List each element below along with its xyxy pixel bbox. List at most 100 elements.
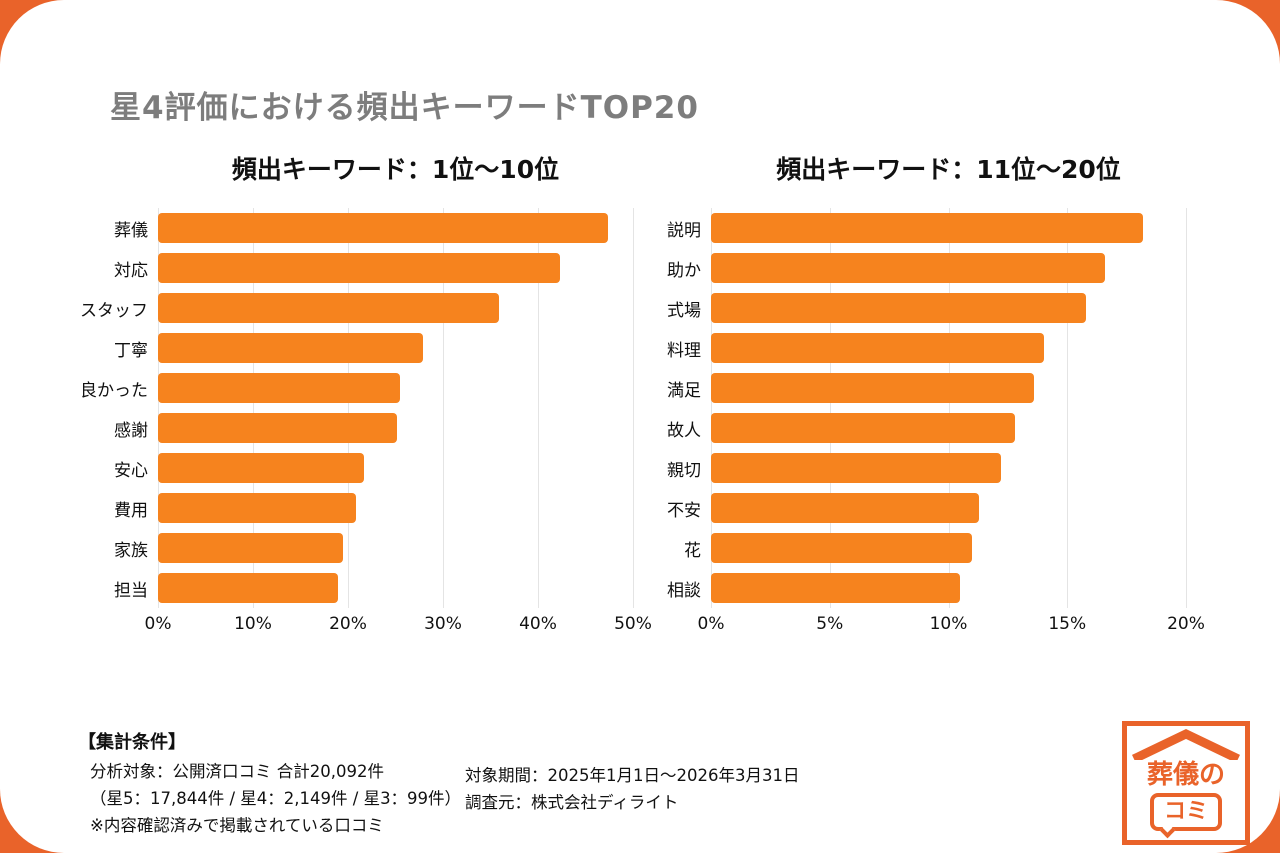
chart-row: スタッフ: [65, 288, 633, 328]
bar-track: [711, 453, 1186, 483]
category-label: 家族: [114, 540, 148, 561]
axis-tick-label: 30%: [424, 614, 462, 634]
category-label: 花: [684, 540, 701, 561]
category-label: 料理: [667, 340, 701, 361]
gridline: [1186, 208, 1187, 608]
chart-row: 安心: [65, 448, 633, 488]
bar: [158, 253, 560, 283]
category-label: 故人: [667, 420, 701, 441]
gridlines: [158, 208, 634, 608]
bar: [158, 293, 500, 323]
axis-tick-label: 10%: [234, 614, 272, 634]
x-axis: 0% 5% 10% 15% 20%: [698, 614, 1205, 640]
chart-title-top20: 頻出キーワード：11位〜20位: [776, 155, 1121, 184]
bar-track: [158, 213, 633, 243]
x-axis: 0% 10% 20% 30% 40% 50%: [145, 614, 652, 640]
bar-track: [158, 453, 633, 483]
star-breakdown-line: （星5：17,844件 / 星4：2,149件 / 星3：99件）: [90, 789, 462, 808]
bar-track: [711, 493, 1186, 523]
speech-bubble-icon: コミ: [1149, 793, 1222, 839]
bar: [711, 493, 980, 523]
bar-track: [158, 293, 633, 323]
bubble-tail-icon: [1159, 822, 1176, 839]
gridline: [1067, 208, 1069, 608]
category-label: スタッフ: [80, 300, 148, 321]
roof-icon: [1132, 729, 1240, 760]
chart-row: 対応: [65, 248, 633, 288]
axis-tick-label: 20%: [1167, 614, 1205, 634]
chart-row: 費用: [65, 488, 633, 528]
bar-track: [158, 333, 633, 363]
bar-track: [158, 573, 633, 603]
chart-row: 丁寧: [65, 328, 633, 368]
category-label: 対応: [114, 260, 148, 281]
gridline: [948, 208, 950, 608]
period-line: 対象期間：2025年1月1日〜2026年3月31日: [465, 766, 800, 785]
bar: [158, 573, 338, 603]
axis-tick-label: 50%: [614, 614, 652, 634]
bar: [711, 213, 1144, 243]
chart-row: 満足: [618, 368, 1186, 408]
gridline: [253, 208, 254, 608]
category-label: 説明: [667, 220, 701, 241]
bar: [158, 333, 424, 363]
chart-row: 故人: [618, 408, 1186, 448]
gridline: [158, 208, 159, 608]
bar-track: [158, 373, 633, 403]
logo-bubble-text: コミ: [1163, 799, 1208, 824]
conditions-left-column: 分析対象：公開済口コミ 合計20,092件 （星5：17,844件 / 星4：2…: [90, 758, 461, 839]
chart-row: 担当: [65, 568, 633, 608]
chart-top20: 頻出キーワード：11位〜20位 説明 助か 式場 料理 満足 故人 親切 不安花相談 0% 5%…: [618, 150, 1205, 640]
axis-tick-label: 0%: [144, 614, 172, 634]
bar: [158, 453, 365, 483]
chart-row: 家族: [65, 528, 633, 568]
bar: [158, 373, 401, 403]
bar: [711, 453, 1001, 483]
bar: [158, 413, 398, 443]
bar: [711, 253, 1106, 283]
bar-track: [158, 533, 633, 563]
chart-row: 料理: [618, 328, 1186, 368]
bar-track: [711, 293, 1186, 323]
chart-row: 感謝: [65, 408, 633, 448]
chart-row: 親切: [618, 448, 1186, 488]
bar: [158, 533, 344, 563]
gridline: [711, 208, 712, 608]
bar-track: [158, 253, 633, 283]
category-label: 不安: [667, 500, 701, 521]
category-label: 親切: [667, 460, 701, 481]
page-title: 星4評価における頻出キーワードTOP20: [110, 90, 699, 126]
bar-track: [711, 533, 1186, 563]
plot-area-top20: 説明 助か 式場 料理 満足 故人 親切 不安花相談 0% 5% 10% 15% 20%: [618, 208, 1205, 640]
bar: [158, 213, 609, 243]
bar-track: [711, 373, 1186, 403]
bar: [711, 533, 973, 563]
bar: [711, 293, 1087, 323]
category-label: 助か: [667, 260, 701, 281]
gridline: [443, 208, 444, 608]
bar-track: [711, 213, 1186, 243]
axis-tick-label: 0%: [697, 614, 725, 634]
bar: [158, 493, 356, 523]
category-label: 担当: [114, 580, 148, 601]
source-line: 調査元：株式会社ディライト: [465, 793, 679, 812]
gridline: [633, 208, 634, 608]
gridline: [829, 208, 831, 608]
chart-row: 式場: [618, 288, 1186, 328]
category-label: 満足: [667, 380, 701, 401]
note-line: ※内容確認済みで掲載されている口コミ: [90, 816, 384, 835]
axis-tick-label: 20%: [329, 614, 367, 634]
chart-title-top10: 頻出キーワード：1位〜10位: [231, 155, 560, 184]
chart-row: 良かった: [65, 368, 633, 408]
bar: [711, 573, 961, 603]
category-label: 安心: [114, 460, 148, 481]
analysis-target-line: 分析対象：公開済口コミ 合計20,092件: [90, 762, 384, 781]
bar: [711, 373, 1034, 403]
category-label: 感謝: [114, 420, 148, 441]
bar-track: [158, 493, 633, 523]
bar-track: [158, 413, 633, 443]
chart-row: 助か: [618, 248, 1186, 288]
bar-track: [711, 253, 1186, 283]
axis-tick-label: 10%: [929, 614, 968, 634]
chart-row: 花: [618, 528, 1186, 568]
